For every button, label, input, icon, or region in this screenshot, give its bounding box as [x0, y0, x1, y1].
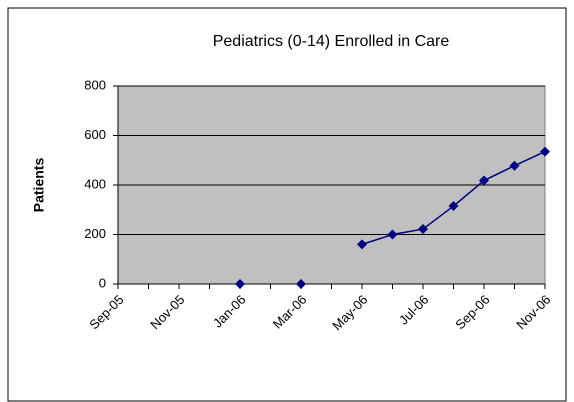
y-tick-label: 800 [84, 77, 106, 92]
y-tick-label: 0 [99, 275, 106, 290]
data-point [448, 201, 459, 212]
y-tick-label: 600 [84, 127, 106, 142]
data-point [235, 279, 245, 289]
data-point [387, 229, 398, 240]
data-point [479, 175, 489, 186]
data-point [509, 160, 520, 171]
data-point [357, 239, 367, 250]
data-point [418, 224, 428, 235]
data-point [540, 146, 550, 157]
data-point [296, 279, 306, 289]
chart-title: Pediatrics (0-14) Enrolled in Care [213, 33, 450, 50]
y-tick-label: 400 [84, 176, 106, 191]
y-tick-label: 200 [84, 226, 106, 241]
y-axis-label: Patients [31, 158, 47, 213]
